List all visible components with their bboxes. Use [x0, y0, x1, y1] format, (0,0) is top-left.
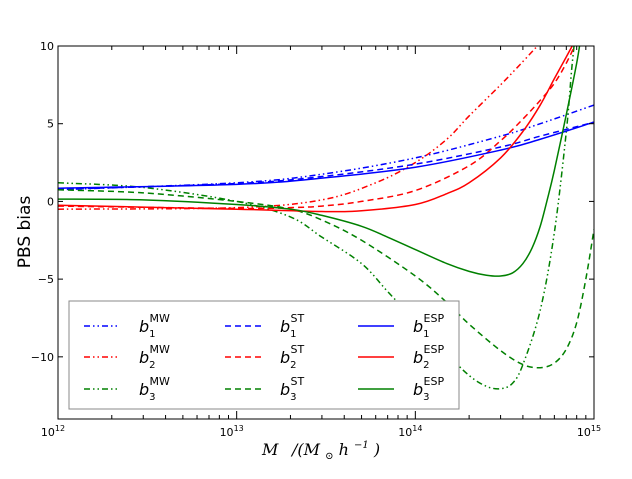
- x-label-unit: /(M: [290, 440, 321, 459]
- series-line-b3ST: [58, 189, 594, 369]
- x-label-close: ): [373, 440, 380, 459]
- series-line-b2ESP: [58, 46, 574, 213]
- legend-label-b3ST: b3ST: [280, 375, 305, 403]
- legend-label-b1ST: b1ST: [280, 312, 305, 340]
- legend-label-b2ESP: b2ESP: [413, 343, 444, 371]
- y-tick-label: 10: [40, 40, 54, 53]
- x-tick-label: 1013: [220, 424, 244, 439]
- legend-label-b3ESP: b3ESP: [413, 375, 444, 403]
- y-axis-label: PBS bias: [15, 196, 35, 269]
- plot-frame: [57, 45, 595, 420]
- legend: b1MW b2MW b3MW b1ST b2ST b3ST b1ESP b2ESP b3ESP: [68, 300, 460, 410]
- x-tick-label: 1015: [577, 424, 601, 439]
- y-tick-label: 5: [47, 118, 54, 131]
- y-tick-label: 0: [47, 195, 54, 208]
- legend-label-b2ST: b2ST: [280, 343, 305, 371]
- series-layer: [58, 46, 594, 390]
- series-line-b3ESP: [58, 46, 581, 277]
- x-tick-label: 1012: [41, 424, 65, 439]
- x-tick-label: 1014: [398, 424, 422, 439]
- legend-label-b1MW: b1MW: [139, 312, 170, 340]
- legend-label-b1ESP: b1ESP: [413, 312, 444, 340]
- x-label-var: M: [261, 440, 279, 459]
- y-tick-label: −10: [31, 351, 54, 364]
- x-label-exp: −1: [354, 440, 369, 451]
- x-label-h: h: [339, 440, 349, 459]
- series-line-b1ESP: [58, 121, 594, 189]
- legend-label-b2MW: b2MW: [139, 343, 170, 371]
- ticks-layer: 10 5 0 −5 −10 1012 1013 1014 1015: [31, 40, 601, 439]
- legend-label-b3MW: b3MW: [139, 375, 170, 403]
- x-label-sun: ⊙: [325, 451, 333, 462]
- legend-box: [68, 300, 460, 410]
- x-axis-label: M /(M ⊙ h −1 ): [261, 433, 380, 463]
- series-line-b3MW: [58, 46, 575, 390]
- y-tick-label: −5: [38, 273, 54, 286]
